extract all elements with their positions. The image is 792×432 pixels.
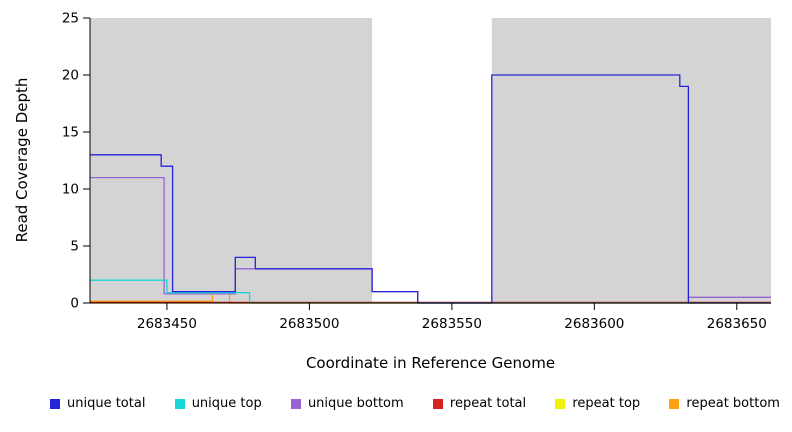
- legend-swatch-unique-top-icon: [174, 398, 185, 409]
- legend-swatch-unique-bottom-icon: [290, 398, 301, 409]
- svg-text:10: 10: [62, 182, 79, 198]
- svg-text:15: 15: [62, 125, 79, 141]
- svg-text:2683500: 2683500: [279, 316, 339, 332]
- legend-label-unique-total: unique total: [67, 396, 146, 411]
- legend: unique total unique top unique bottom re…: [50, 396, 780, 411]
- legend-label-unique-bottom: unique bottom: [307, 396, 404, 411]
- legend-label-repeat-total: repeat total: [449, 396, 527, 411]
- legend-swatch-repeat-total-icon: [432, 398, 443, 409]
- legend-swatch-repeat-bottom-icon: [669, 398, 680, 409]
- legend-label-unique-top: unique top: [191, 396, 262, 411]
- coverage-plot-canvas: 2683450 2683500 2683550 2683600 2683650 0 5 10 1…: [62, 11, 771, 332]
- svg-text:25: 25: [62, 11, 79, 27]
- legend-swatch-repeat-top-icon: [555, 398, 566, 409]
- legend-label-repeat-bottom: repeat bottom: [686, 396, 780, 411]
- legend-item-unique-total: unique total: [50, 396, 145, 411]
- legend-item-repeat-top: repeat top: [555, 396, 640, 411]
- svg-text:0: 0: [70, 296, 79, 312]
- legend-item-repeat-bottom: repeat bottom: [669, 396, 780, 411]
- legend-item-unique-bottom: unique bottom: [290, 396, 404, 411]
- svg-text:20: 20: [62, 68, 79, 84]
- svg-text:2683450: 2683450: [137, 316, 197, 332]
- legend-item-repeat-total: repeat total: [432, 396, 527, 411]
- x-axis-label: Coordinate in Reference Genome: [305, 354, 556, 372]
- y-axis-label: Read Coverage Depth: [13, 77, 31, 243]
- svg-text:2683650: 2683650: [707, 316, 767, 332]
- legend-item-unique-top: unique top: [174, 396, 262, 411]
- svg-text:2683600: 2683600: [564, 316, 624, 332]
- svg-text:5: 5: [70, 239, 79, 255]
- legend-swatch-unique-total-icon: [50, 398, 60, 409]
- svg-text:2683550: 2683550: [422, 316, 482, 332]
- legend-label-repeat-top: repeat top: [572, 396, 641, 411]
